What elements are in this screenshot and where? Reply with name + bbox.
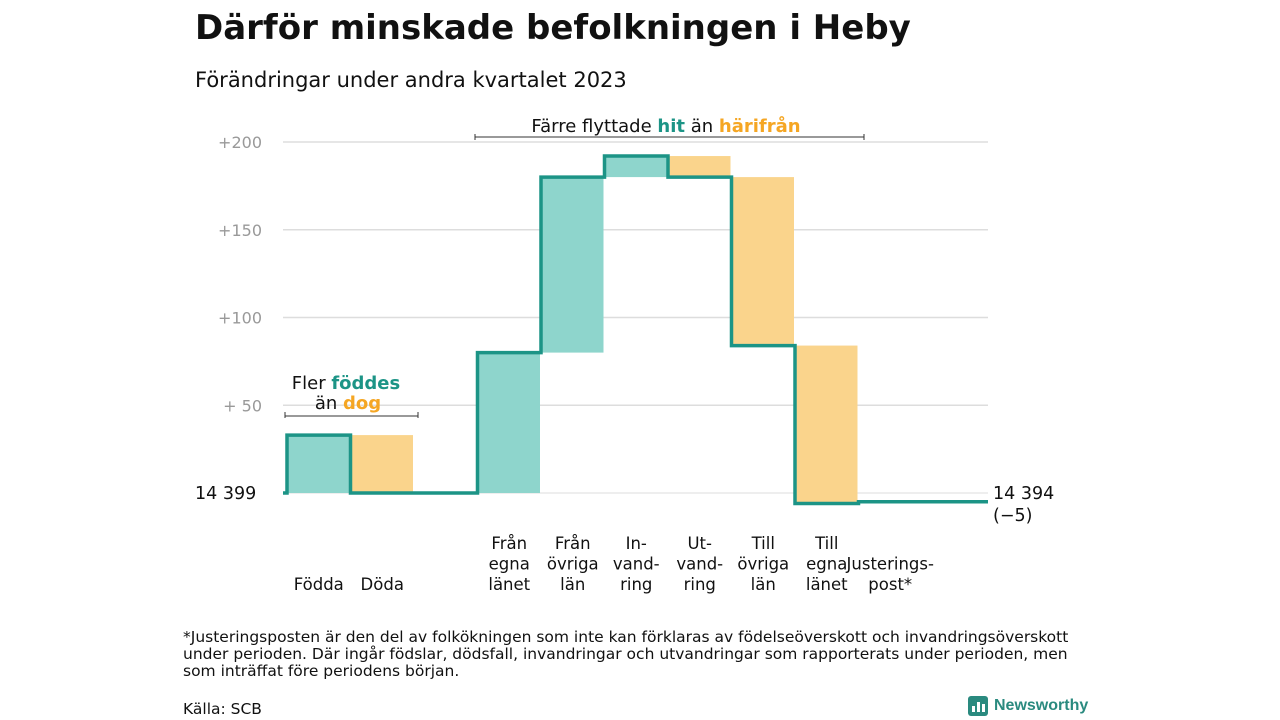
- category-label: Ut-: [687, 534, 712, 553]
- waterfall-bar: [478, 352, 540, 493]
- births-annotation-line1: Fler föddes: [292, 373, 400, 394]
- category-label: egna: [806, 555, 847, 574]
- waterfall-bar: [542, 177, 604, 353]
- births-annotation-line2: än dog: [315, 393, 381, 414]
- level-line: [283, 154, 988, 506]
- category-label: Från: [555, 534, 591, 553]
- y-tick-label: +150: [218, 221, 262, 240]
- category-label: egna: [489, 555, 530, 574]
- births-bracket: [284, 412, 419, 418]
- category-label: län: [751, 575, 776, 594]
- y-tick-label: + 50: [223, 396, 262, 415]
- category-label: Till: [751, 534, 775, 553]
- category-label: övriga: [547, 555, 599, 574]
- logo-chart-icon: [968, 696, 988, 716]
- waterfall-bar: [796, 345, 858, 504]
- category-label: ring: [684, 575, 716, 594]
- category-label: vand-: [676, 555, 723, 574]
- category-label: Justerings-: [846, 555, 934, 574]
- start-value-label: 14 399: [195, 484, 256, 504]
- chart-subtitle: Förändringar under andra kvartalet 2023: [195, 68, 627, 92]
- end-value-label: 14 394: [993, 484, 1054, 504]
- source-label: Källa: SCB: [183, 700, 262, 718]
- category-label: länet: [488, 575, 530, 594]
- waterfall-bar: [669, 156, 731, 178]
- waterfall-bar: [605, 156, 667, 178]
- category-label: ring: [620, 575, 652, 594]
- chart-title: Därför minskade befolkningen i Heby: [195, 8, 911, 48]
- waterfall-bar: [288, 435, 350, 493]
- category-label: Till: [814, 534, 838, 553]
- y-tick-label: +100: [218, 309, 262, 328]
- end-change-label: (−5): [993, 506, 1032, 526]
- moves-bracket: [474, 134, 865, 140]
- category-label: vand-: [613, 555, 660, 574]
- category-label: länet: [806, 575, 848, 594]
- waterfall-bar: [732, 177, 794, 346]
- category-label: post*: [868, 575, 912, 594]
- category-label: In-: [626, 534, 647, 553]
- category-label: Födda: [294, 575, 344, 594]
- footnote: *Justeringsposten är den del av folkökni…: [183, 628, 1069, 680]
- moves-annotation: Färre flyttade hit än härifrån: [531, 115, 800, 137]
- category-label: Från: [491, 534, 527, 553]
- waterfall-bar: [351, 435, 413, 493]
- category-label: Döda: [361, 575, 404, 594]
- category-label: övriga: [737, 555, 789, 574]
- brand-name: Newsworthy: [994, 697, 1089, 714]
- y-tick-label: +200: [218, 133, 262, 152]
- category-label: län: [560, 575, 585, 594]
- newsworthy-logo: Newsworthy: [968, 696, 1088, 716]
